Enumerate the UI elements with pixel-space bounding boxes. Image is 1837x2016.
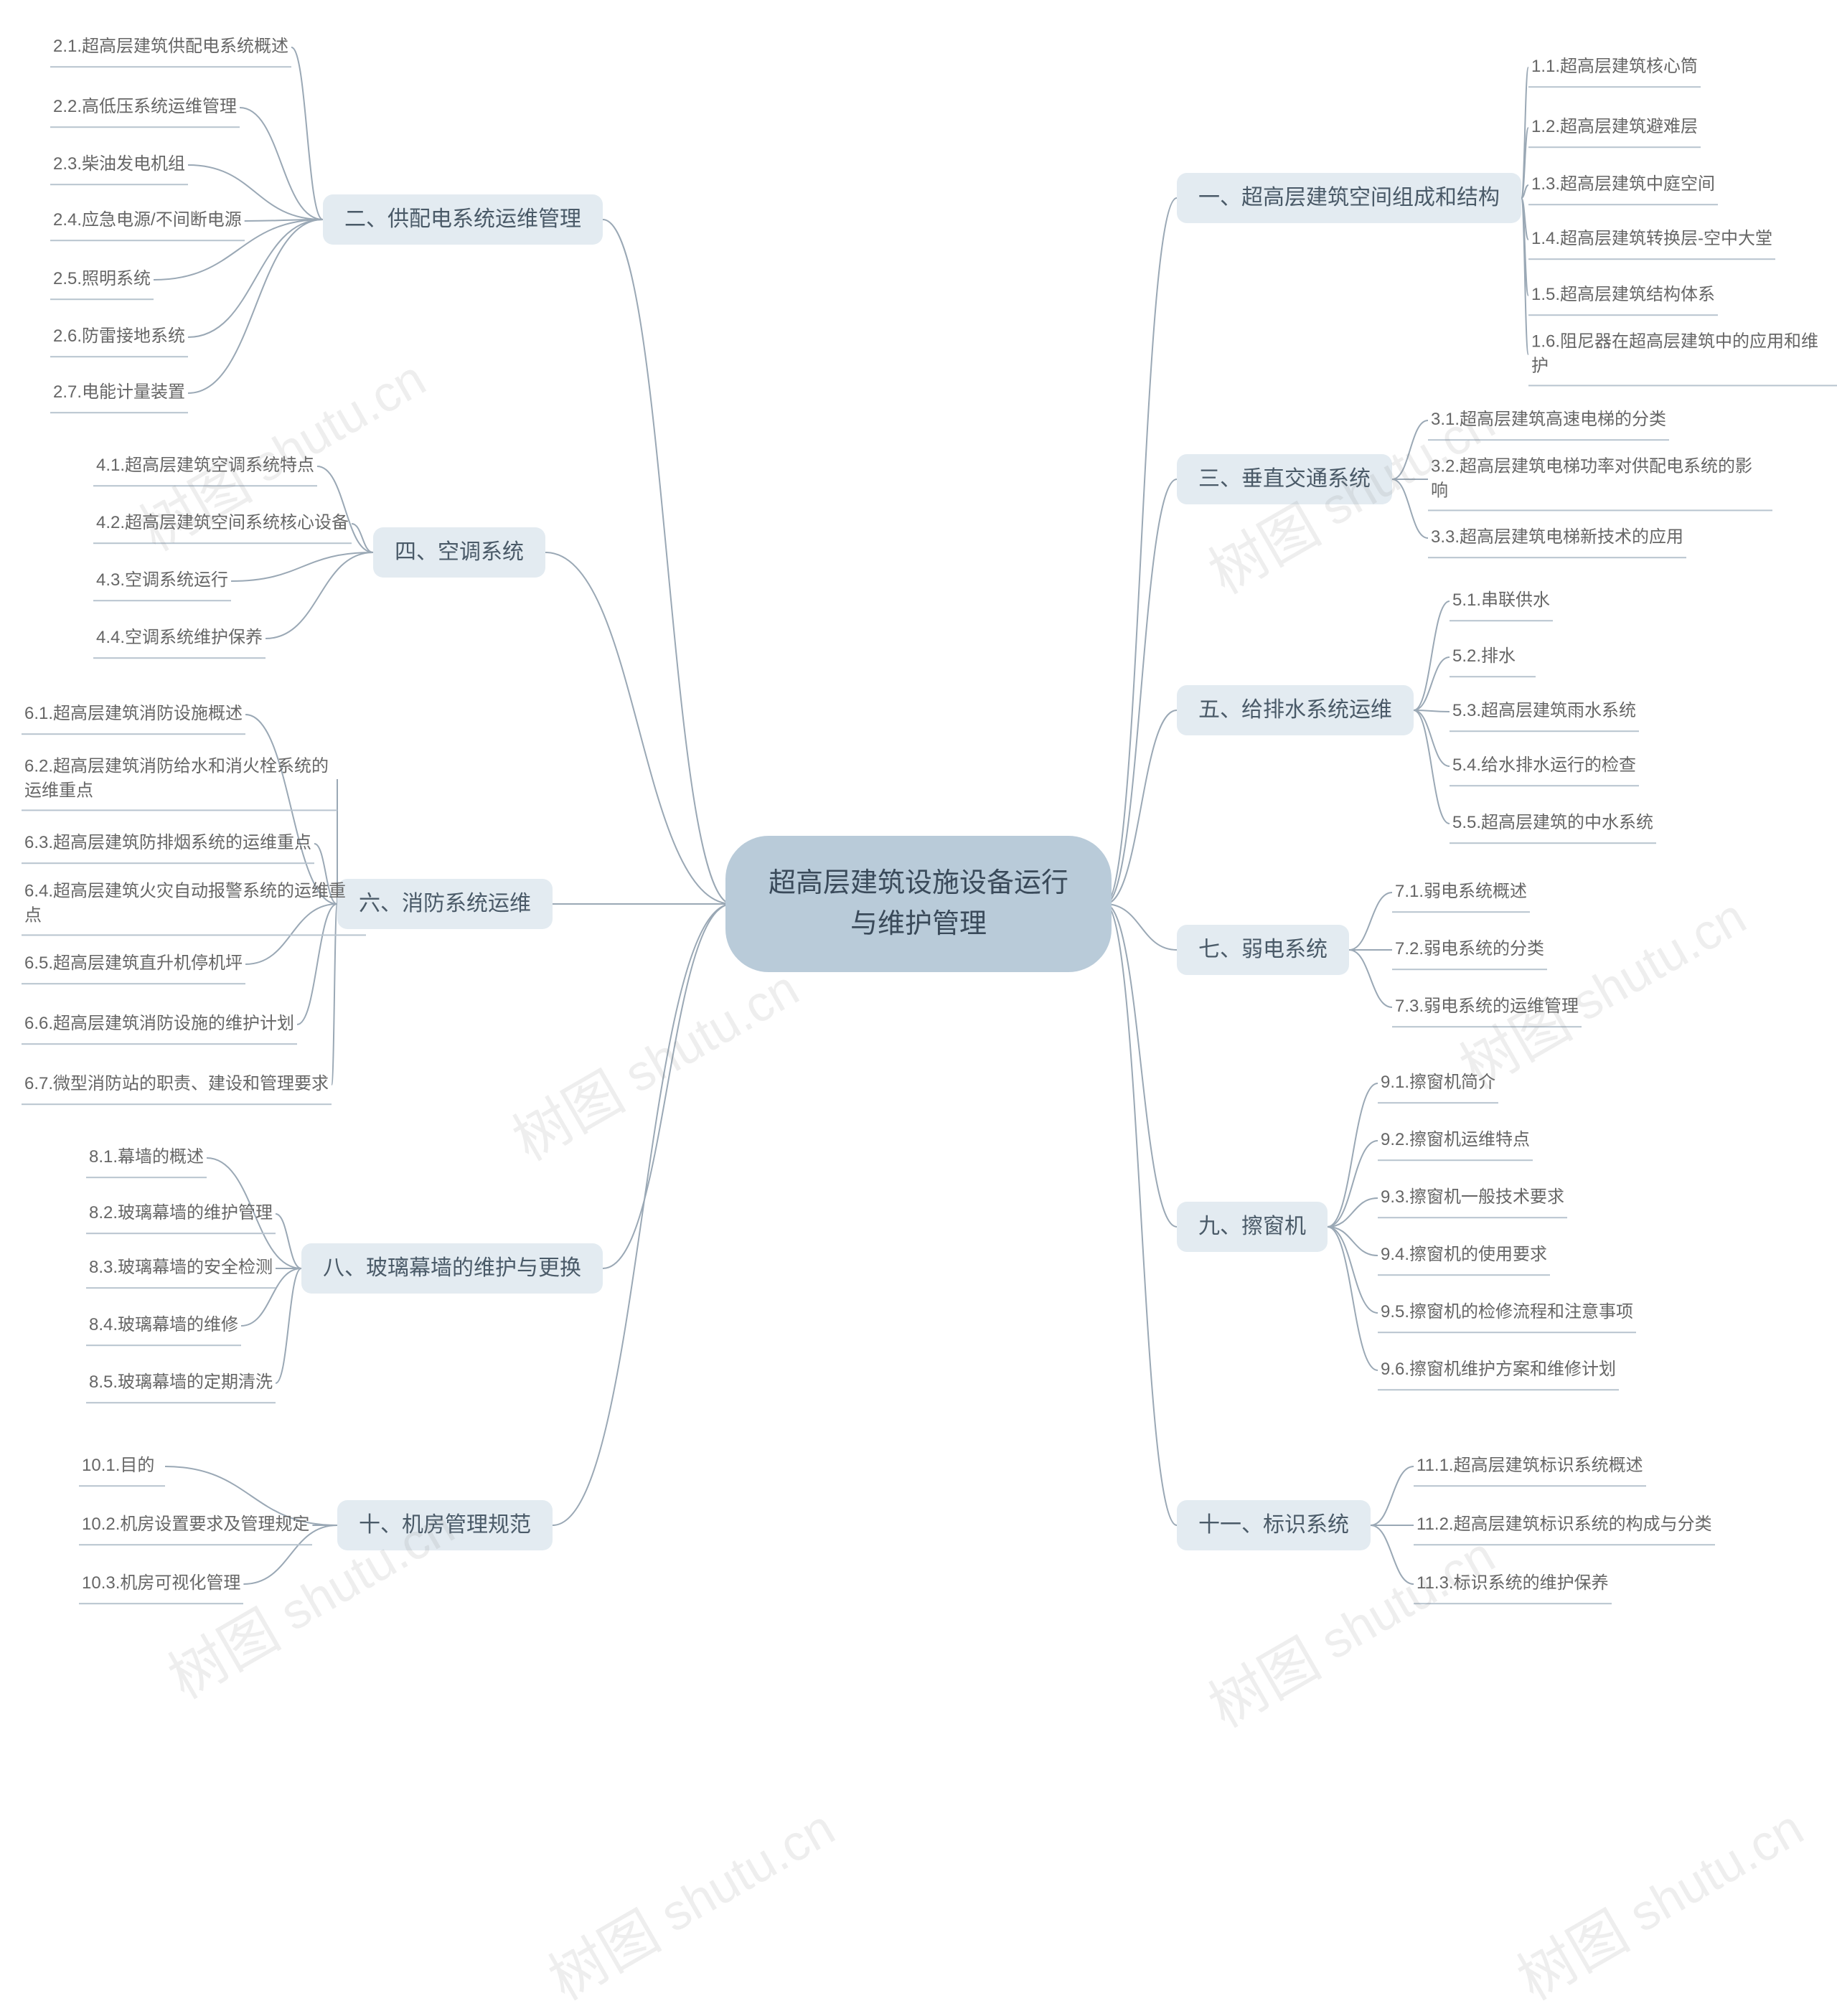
leaf-node[interactable]: 1.3.超高层建筑中庭空间 <box>1528 165 1718 205</box>
leaf-node[interactable]: 1.1.超高层建筑核心筒 <box>1528 47 1701 88</box>
leaf-node[interactable]: 9.6.擦窗机维护方案和维修计划 <box>1378 1350 1619 1390</box>
leaf-node[interactable]: 4.2.超高层建筑空间系统核心设备 <box>93 504 352 544</box>
leaf-node[interactable]: 10.2.机房设置要求及管理规定 <box>79 1505 312 1545</box>
leaf-node[interactable]: 6.2.超高层建筑消防给水和消火栓系统的运维重点 <box>22 747 337 811</box>
leaf-node[interactable]: 2.3.柴油发电机组 <box>50 145 188 185</box>
leaf-node[interactable]: 4.3.空调系统运行 <box>93 561 231 601</box>
watermark: 树图 shutu.cn <box>531 1785 849 2016</box>
watermark-text-cn: 树图 <box>1507 1899 1638 2012</box>
leaf-node[interactable]: 10.3.机房可视化管理 <box>79 1564 243 1604</box>
root-node[interactable]: 超高层建筑设施设备运行 与维护管理 <box>725 836 1112 972</box>
watermark: 树图 shutu.cn <box>495 946 813 1177</box>
leaf-node[interactable]: 2.7.电能计量装置 <box>50 373 188 413</box>
leaf-node[interactable]: 1.5.超高层建筑结构体系 <box>1528 275 1718 316</box>
leaf-node[interactable]: 3.3.超高层建筑电梯新技术的应用 <box>1428 518 1686 558</box>
branch-node[interactable]: 十一、标识系统 <box>1177 1500 1371 1550</box>
branch-node[interactable]: 六、消防系统运维 <box>337 879 553 929</box>
leaf-node[interactable]: 2.5.照明系统 <box>50 260 154 300</box>
branch-node[interactable]: 三、垂直交通系统 <box>1177 454 1392 504</box>
leaf-node[interactable]: 8.1.幕墙的概述 <box>86 1138 207 1178</box>
leaf-node[interactable]: 3.2.超高层建筑电梯功率对供配电系统的影响 <box>1428 447 1772 511</box>
leaf-node[interactable]: 5.2.排水 <box>1450 637 1536 677</box>
leaf-node[interactable]: 7.3.弱电系统的运维管理 <box>1392 987 1582 1027</box>
leaf-node[interactable]: 3.1.超高层建筑高速电梯的分类 <box>1428 400 1669 441</box>
watermark-text-cn: 树图 <box>1198 1626 1330 1739</box>
leaf-node[interactable]: 5.4.给水排水运行的检查 <box>1450 746 1639 786</box>
leaf-node[interactable]: 5.3.超高层建筑雨水系统 <box>1450 692 1639 732</box>
watermark: 树图 shutu.cn <box>1500 1785 1818 2016</box>
branch-node[interactable]: 四、空调系统 <box>373 527 545 578</box>
leaf-node[interactable]: 5.5.超高层建筑的中水系统 <box>1450 804 1656 844</box>
branch-node[interactable]: 五、给排水系统运维 <box>1177 685 1414 735</box>
leaf-node[interactable]: 11.1.超高层建筑标识系统概述 <box>1414 1446 1646 1487</box>
leaf-node[interactable]: 2.6.防雷接地系统 <box>50 317 188 357</box>
leaf-node[interactable]: 11.3.标识系统的维护保养 <box>1414 1564 1612 1604</box>
leaf-node[interactable]: 5.1.串联供水 <box>1450 581 1553 621</box>
leaf-node[interactable]: 6.7.微型消防站的职责、建设和管理要求 <box>22 1065 332 1105</box>
branch-node[interactable]: 十、机房管理规范 <box>337 1500 553 1550</box>
branch-node[interactable]: 二、供配电系统运维管理 <box>323 194 603 245</box>
leaf-node[interactable]: 2.1.超高层建筑供配电系统概述 <box>50 27 291 67</box>
leaf-node[interactable]: 7.2.弱电系统的分类 <box>1392 930 1547 970</box>
leaf-node[interactable]: 2.2.高低压系统运维管理 <box>50 88 240 128</box>
branch-node[interactable]: 七、弱电系统 <box>1177 925 1349 975</box>
watermark-text-cn: 树图 <box>1198 493 1330 606</box>
leaf-node[interactable]: 8.2.玻璃幕墙的维护管理 <box>86 1194 276 1234</box>
leaf-node[interactable]: 4.4.空调系统维护保养 <box>93 618 266 659</box>
leaf-node[interactable]: 8.3.玻璃幕墙的安全检测 <box>86 1248 276 1289</box>
leaf-node[interactable]: 6.5.超高层建筑直升机停机坪 <box>22 944 245 984</box>
leaf-node[interactable]: 1.2.超高层建筑避难层 <box>1528 108 1701 148</box>
leaf-node[interactable]: 9.2.擦窗机运维特点 <box>1378 1121 1533 1161</box>
watermark-text-en: shutu.cn <box>1562 888 1754 1032</box>
leaf-node[interactable]: 9.1.擦窗机简介 <box>1378 1063 1498 1103</box>
leaf-node[interactable]: 6.4.超高层建筑火灾自动报警系统的运维重点 <box>22 872 366 936</box>
leaf-node[interactable]: 9.4.擦窗机的使用要求 <box>1378 1235 1550 1276</box>
leaf-node[interactable]: 1.4.超高层建筑转换层-空中大堂 <box>1528 220 1775 260</box>
leaf-node[interactable]: 6.3.超高层建筑防排烟系统的运维重点 <box>22 824 314 864</box>
watermark-text-en: shutu.cn <box>615 960 807 1103</box>
leaf-node[interactable]: 8.4.玻璃幕墙的维修 <box>86 1306 241 1346</box>
leaf-node[interactable]: 1.6.阻尼器在超高层建筑中的应用和维护 <box>1528 322 1837 386</box>
leaf-node[interactable]: 10.1.目的 <box>79 1446 165 1487</box>
watermark-text-en: shutu.cn <box>651 1799 843 1943</box>
leaf-node[interactable]: 8.5.玻璃幕墙的定期清洗 <box>86 1363 276 1403</box>
leaf-node[interactable]: 9.3.擦窗机一般技术要求 <box>1378 1178 1567 1218</box>
branch-node[interactable]: 九、擦窗机 <box>1177 1202 1328 1252</box>
leaf-node[interactable]: 2.4.应急电源/不间断电源 <box>50 201 245 241</box>
leaf-node[interactable]: 7.1.弱电系统概述 <box>1392 872 1530 913</box>
leaf-node[interactable]: 6.1.超高层建筑消防设施概述 <box>22 694 245 735</box>
leaf-node[interactable]: 9.5.擦窗机的检修流程和注意事项 <box>1378 1293 1636 1333</box>
leaf-node[interactable]: 11.2.超高层建筑标识系统的构成与分类 <box>1414 1505 1715 1545</box>
watermark-text-en: shutu.cn <box>1620 1799 1812 1943</box>
leaf-node[interactable]: 6.6.超高层建筑消防设施的维护计划 <box>22 1004 297 1045</box>
watermark-text-cn: 树图 <box>502 1060 634 1172</box>
watermark-text-cn: 树图 <box>158 1598 289 1710</box>
branch-node[interactable]: 八、玻璃幕墙的维护与更换 <box>301 1243 603 1294</box>
branch-node[interactable]: 一、超高层建筑空间组成和结构 <box>1177 173 1521 223</box>
watermark-text-cn: 树图 <box>538 1899 670 2012</box>
leaf-node[interactable]: 4.1.超高层建筑空调系统特点 <box>93 446 317 486</box>
